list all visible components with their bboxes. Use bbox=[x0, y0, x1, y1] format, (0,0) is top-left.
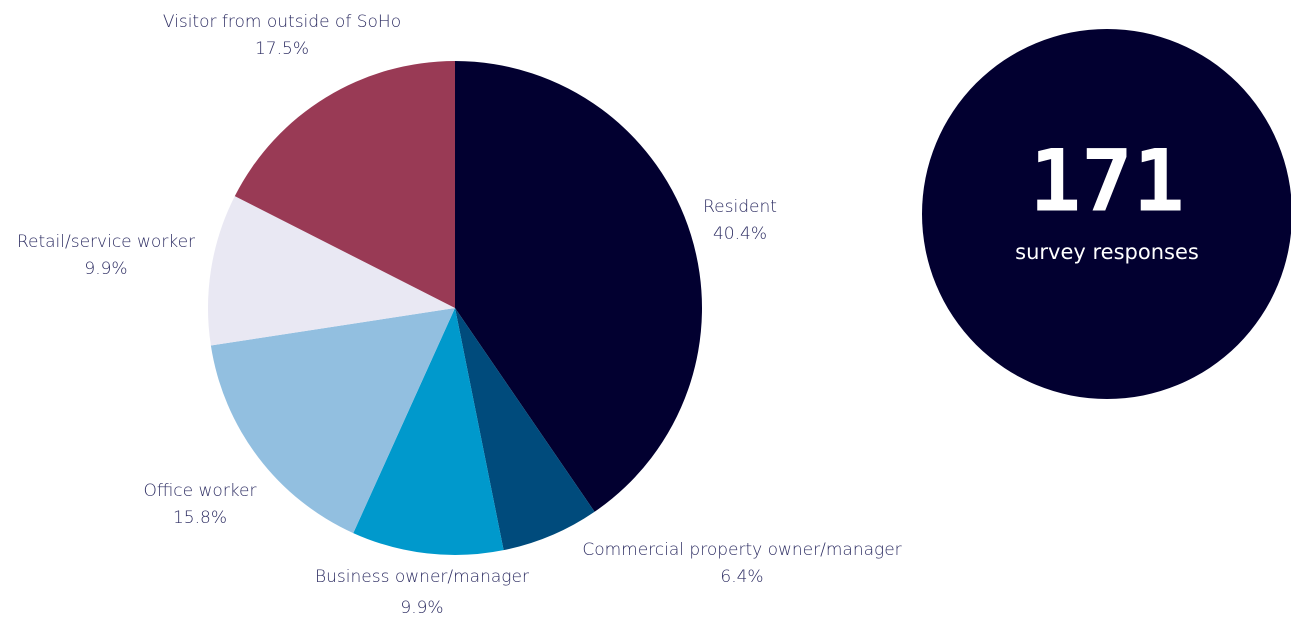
slice-label: Business owner/manager bbox=[315, 567, 529, 587]
labels: Resident 40.4% Commercial property owner/m… bbox=[17, 12, 902, 618]
slice-label: Commercial property owner/manager bbox=[582, 540, 901, 560]
pie-slice bbox=[234, 60, 455, 308]
pie-slice bbox=[353, 308, 504, 555]
slice-value: 17.5% bbox=[255, 39, 309, 59]
pie-slice bbox=[455, 308, 595, 551]
slice-value: 15.8% bbox=[173, 508, 227, 528]
slice-value: 40.4% bbox=[713, 224, 767, 244]
callout-text: survey responses bbox=[1015, 240, 1199, 264]
slice-value: 9.9% bbox=[84, 259, 127, 279]
slice-label: Retail/service worker bbox=[17, 232, 195, 252]
slice-value: 9.9% bbox=[400, 598, 443, 618]
callout-number: 171 bbox=[1029, 131, 1184, 231]
pie-slice bbox=[455, 61, 703, 512]
slice-label: Visitor from outside of SoHo bbox=[163, 12, 401, 32]
slice-label: Office worker bbox=[143, 481, 256, 501]
slice-value: 6.4% bbox=[720, 567, 763, 587]
pie-slice bbox=[208, 196, 455, 346]
callout-circle bbox=[922, 29, 1291, 399]
pie bbox=[208, 60, 703, 555]
pie-slice bbox=[210, 308, 455, 534]
slice-label: Resident bbox=[703, 197, 777, 217]
